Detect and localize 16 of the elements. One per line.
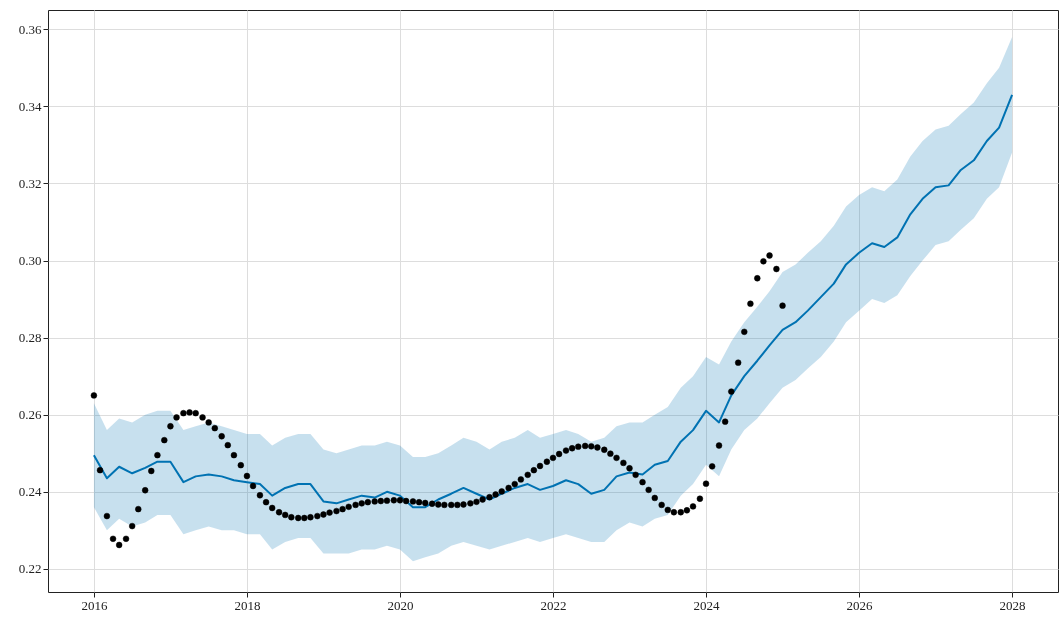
y-tick-label: 0.26 — [18, 407, 42, 423]
x-tick-label: 2016 — [81, 597, 108, 613]
y-tick-label: 0.30 — [18, 253, 42, 269]
y-tick-label: 0.32 — [18, 175, 42, 191]
x-tick-label: 2028 — [999, 597, 1026, 613]
x-tick-label: 2024 — [693, 597, 721, 613]
x-tick-label: 2022 — [540, 597, 567, 613]
y-tick-label: 0.28 — [18, 330, 42, 346]
y-tick-label: 0.24 — [18, 484, 42, 500]
x-tick-label: 2018 — [234, 597, 261, 613]
x-tick-label: 2020 — [387, 597, 414, 613]
x-tick-label: 2026 — [846, 597, 874, 613]
line-series — [92, 93, 1014, 509]
y-tick-label: 0.22 — [18, 561, 42, 577]
y-tick-label: 0.36 — [18, 21, 42, 37]
y-tick-label: 0.34 — [18, 98, 42, 114]
